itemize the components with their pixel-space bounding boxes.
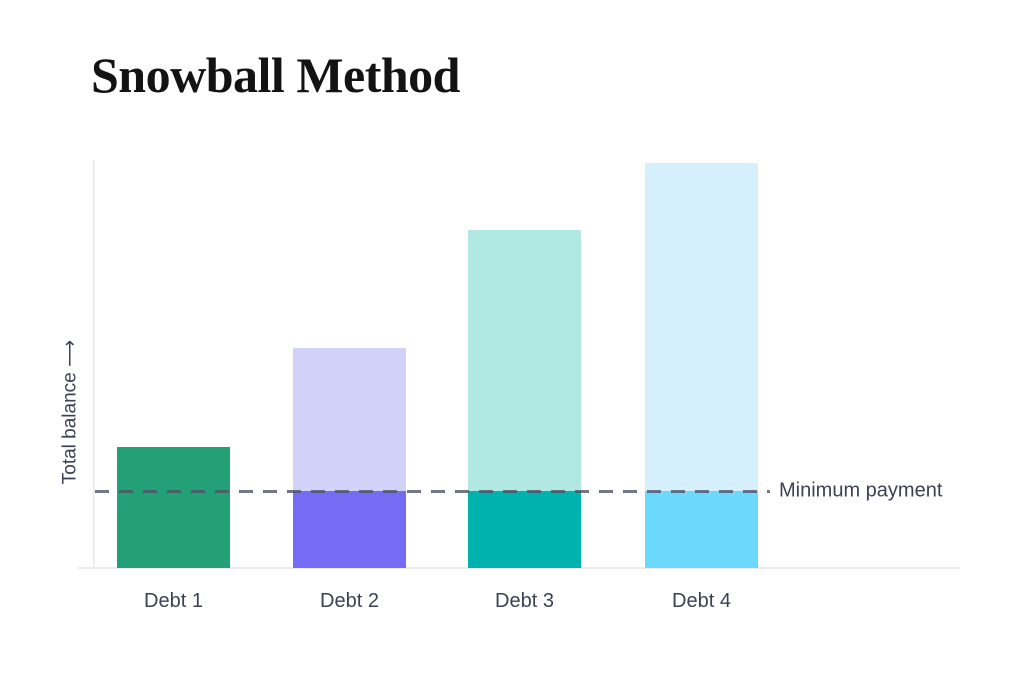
y-axis-label: Total balance ⟶ xyxy=(59,339,81,485)
bar-debt-1-segment-1 xyxy=(117,447,230,568)
x-axis-line xyxy=(78,567,960,569)
x-tick-label-debt-2: Debt 2 xyxy=(320,590,379,612)
chart-title: Snowball Method xyxy=(91,47,460,103)
minimum-payment-line xyxy=(95,490,770,493)
x-tick-label-debt-1: Debt 1 xyxy=(144,590,203,612)
bar-debt-4 xyxy=(645,163,758,568)
minimum-payment-label: Minimum payment xyxy=(779,479,943,502)
bar-debt-3 xyxy=(468,230,581,568)
bar-debt-1 xyxy=(117,447,230,568)
bar-debt-4-segment-1 xyxy=(645,491,758,568)
bar-debt-2-segment-1 xyxy=(293,491,406,568)
bar-debt-3-segment-2 xyxy=(468,230,581,491)
bar-debt-2 xyxy=(293,348,406,568)
y-axis-line xyxy=(93,160,95,568)
x-tick-label-debt-3: Debt 3 xyxy=(495,590,554,612)
x-tick-label-debt-4: Debt 4 xyxy=(672,590,731,612)
bar-debt-4-segment-2 xyxy=(645,163,758,491)
bar-debt-2-segment-2 xyxy=(293,348,406,491)
bar-debt-3-segment-1 xyxy=(468,491,581,568)
